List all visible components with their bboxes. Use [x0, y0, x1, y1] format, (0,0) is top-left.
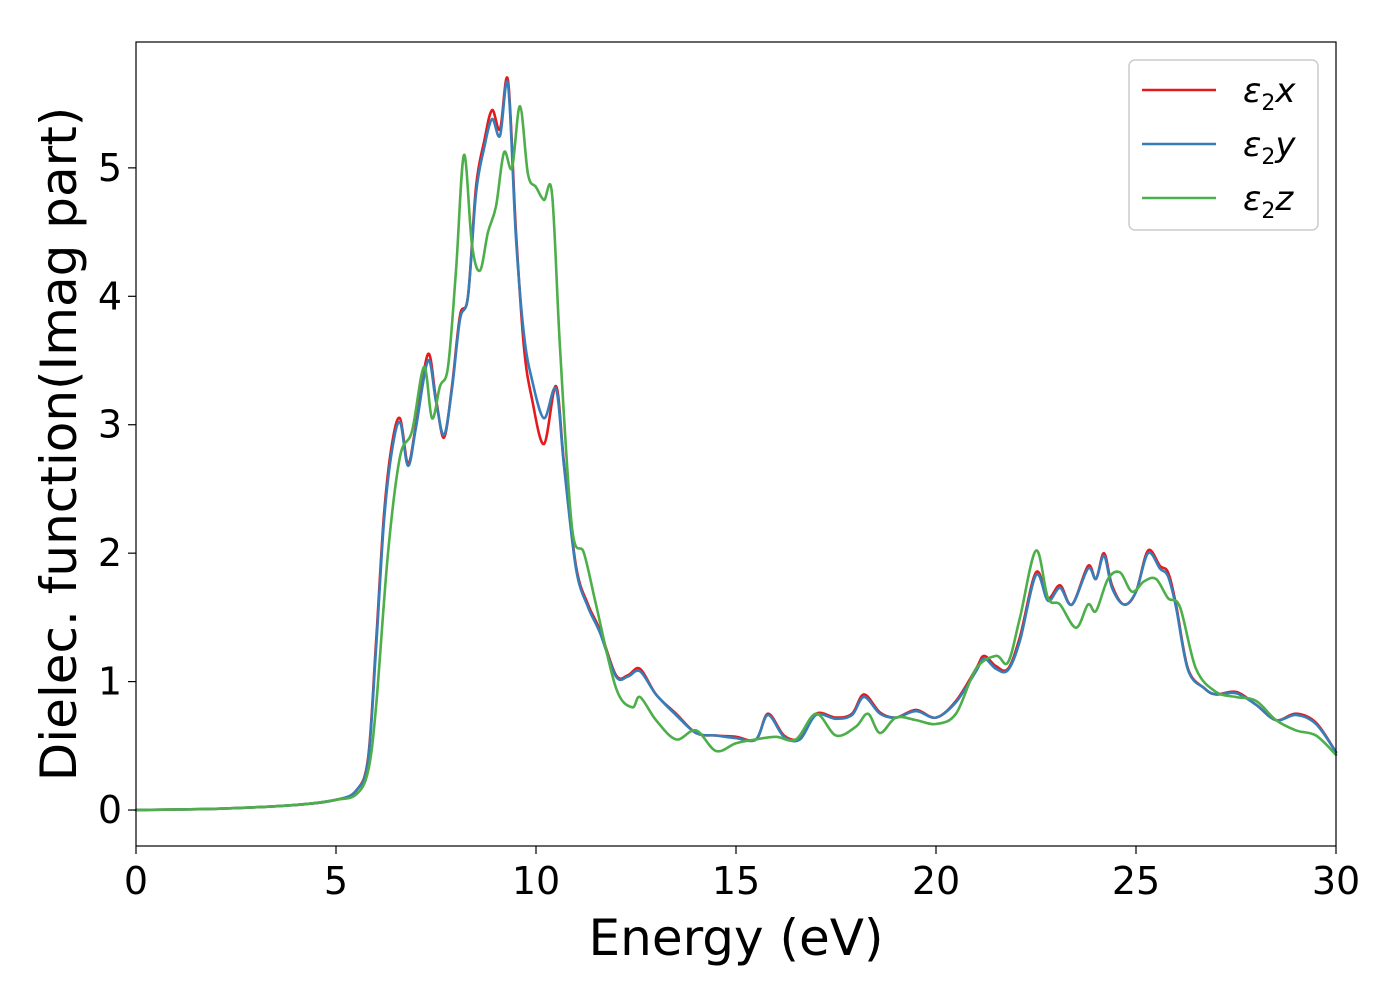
legend: ε2x ε2y ε2z	[1128, 59, 1319, 231]
legend-label-x: ε2x	[1243, 71, 1296, 116]
legend-label-y: ε2y	[1243, 125, 1296, 170]
x-axis-ticks: 0 5 10 15 20 25 30	[124, 846, 1360, 903]
x-tick-label: 25	[1112, 859, 1160, 903]
y-axis-ticks: 0 1 2 3 4 5	[98, 146, 136, 832]
y-tick-label: 0	[98, 788, 122, 832]
x-tick-label: 0	[124, 859, 148, 903]
legend-label-z: ε2z	[1243, 179, 1294, 224]
series-layer	[134, 76, 1338, 812]
x-tick-label: 10	[512, 859, 560, 903]
y-tick-label: 4	[98, 274, 122, 318]
x-tick-label: 20	[912, 859, 960, 903]
legend-box	[1128, 59, 1319, 231]
y-tick-label: 1	[98, 660, 122, 704]
x-tick-label: 15	[712, 859, 760, 903]
x-tick-label: 5	[324, 859, 348, 903]
y-tick-label: 3	[98, 403, 122, 447]
x-tick-label: 30	[1312, 859, 1360, 903]
y-axis-title: Dielec. function(Imag part)	[30, 107, 88, 782]
y-tick-label: 5	[98, 146, 122, 190]
x-axis-title: Energy (eV)	[589, 909, 884, 967]
series-line-y	[134, 80, 1338, 812]
y-tick-label: 2	[98, 531, 122, 575]
series-line-z	[134, 104, 1338, 812]
